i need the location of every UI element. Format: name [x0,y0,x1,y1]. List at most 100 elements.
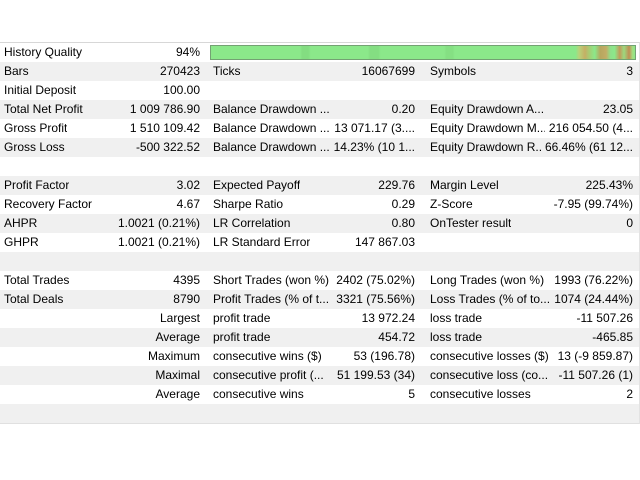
report-row[interactable]: GHPR 1.0021 (0.21%) LR Standard Error 14… [0,233,639,252]
report-row[interactable]: Maximal consecutive profit (... 51 199.5… [0,366,639,385]
metric-label: Balance Drawdown ... [213,102,330,116]
metric-value: 1 510 109.42 [129,121,200,135]
report-cell-pair [421,233,639,252]
report-cell-pair: Margin Level 225.43% [421,176,639,195]
report-cell-pair: OnTester result 0 [421,214,639,233]
report-cell-pair: loss trade -465.85 [421,328,639,347]
metric-label: AHPR [4,216,38,230]
metric-value: 3.02 [176,178,200,192]
report-cell-pair: Initial Deposit 100.00 [0,81,207,100]
report-cell-pair [421,404,639,423]
report-row[interactable]: Total Trades 4395 Short Trades (won %) 2… [0,271,639,290]
metric-label: consecutive losses ($) [430,349,549,363]
report-cell-pair: History Quality 94% [0,43,207,62]
report-row[interactable]: Average profit trade 454.72 loss trade -… [0,328,639,347]
report-cell-pair [0,252,207,271]
report-row[interactable]: Total Deals 8790 Profit Trades (% of t..… [0,290,639,309]
report-row[interactable]: Gross Loss -500 322.52 Balance Drawdown … [0,138,639,157]
metric-value: 1993 (76.22%) [554,273,633,287]
report-cell-pair [0,404,207,423]
report-row[interactable]: Maximum consecutive wins ($) 53 (196.78)… [0,347,639,366]
metric-value: 14.23% (10 1... [333,140,415,154]
metric-value: 2 [626,387,633,401]
report-cell-pair: consecutive wins 5 [207,385,421,404]
report-cell-pair: Short Trades (won %) 2402 (75.02%) [207,271,421,290]
metric-value: 5 [408,387,415,401]
metric-value: Average [155,330,200,344]
metric-value [629,81,633,100]
report-cell-pair [207,252,421,271]
metric-value [196,157,200,176]
report-cell-pair: consecutive loss (co... -11 507.26 (1) [421,366,639,385]
report-cell-pair: profit trade 13 972.24 [207,309,421,328]
report-cell-pair: Average [0,328,207,347]
metric-value: Average [155,387,200,401]
metric-label: OnTester result [430,216,512,230]
report-cell-pair: LR Correlation 0.80 [207,214,421,233]
report-row[interactable] [0,404,639,423]
metric-value: 2402 (75.02%) [336,273,415,287]
report-row[interactable]: Total Net Profit 1 009 786.90 Balance Dr… [0,100,639,119]
metric-value: Maximal [155,368,200,382]
report-cell-pair: LR Standard Error 147 867.03 [207,233,421,252]
report-row[interactable]: Gross Profit 1 510 109.42 Balance Drawdo… [0,119,639,138]
report-cell-pair [0,157,207,176]
metric-label: Sharpe Ratio [213,197,284,211]
metric-label: consecutive losses [430,387,531,401]
metric-label: Bars [4,64,29,78]
metric-value: 13 071.17 (3.... [334,121,415,135]
report-row[interactable] [0,252,639,271]
report-row[interactable]: Largest profit trade 13 972.24 loss trad… [0,309,639,328]
report-row[interactable]: Average consecutive wins 5 consecutive l… [0,385,639,404]
report-cell-pair [207,81,421,100]
metric-value: -500 322.52 [135,140,200,154]
metric-label: Gross Profit [4,121,68,135]
metric-value: 0.29 [391,197,415,211]
metric-label: consecutive loss (co... [430,368,549,382]
metric-value: 53 (196.78) [353,349,415,363]
metric-label: Initial Deposit [4,83,77,97]
metric-value [411,404,415,423]
metric-label: Profit Factor [4,178,70,192]
report-cell-pair: Average [0,385,207,404]
history-quality-bar [210,45,636,60]
report-row[interactable]: Profit Factor 3.02 Expected Payoff 229.7… [0,176,639,195]
metric-label: Z-Score [430,197,473,211]
report-cell-pair: Balance Drawdown ... 14.23% (10 1... [207,138,421,157]
report-row[interactable]: Recovery Factor 4.67 Sharpe Ratio 0.29 Z… [0,195,639,214]
report-cell-pair [421,252,639,271]
metric-value: -11 507.26 [576,311,634,325]
report-cell-pair: Total Trades 4395 [0,271,207,290]
report-cell-pair [421,81,639,100]
metric-label: Gross Loss [4,140,65,154]
metric-value: -465.85 [592,330,633,344]
report-cell-pair: Long Trades (won %) 1993 (76.22%) [421,271,639,290]
history-quality-bar-track [207,43,639,62]
report-cell-pair: Equity Drawdown M... 216 054.50 (4... [421,119,639,138]
metric-label: profit trade [213,330,271,344]
report-row[interactable]: AHPR 1.0021 (0.21%) LR Correlation 0.80 … [0,214,639,233]
metric-value: 1 009 786.90 [129,102,200,116]
report-row[interactable]: Initial Deposit 100.00 [0,81,639,100]
report-cell-pair: consecutive losses 2 [421,385,639,404]
metric-label: Equity Drawdown A... [430,102,545,116]
report-cell-pair [421,157,639,176]
report-row[interactable]: History Quality 94% [0,43,639,62]
metric-value: 13 972.24 [361,311,415,325]
metric-value: 16067699 [361,64,415,78]
metric-value [629,404,633,423]
metric-label: Total Deals [4,292,64,306]
metric-value [629,233,633,252]
metric-value: Maximum [147,349,200,363]
metric-label: Balance Drawdown ... [213,140,330,154]
report-row[interactable] [0,157,639,176]
report-cell-pair: Z-Score -7.95 (99.74%) [421,195,639,214]
metric-value: 225.43% [585,178,633,192]
report-cell-pair [207,157,421,176]
metric-label: consecutive wins ($) [213,349,322,363]
report-row[interactable]: Bars 270423 Ticks 16067699 Symbols 3 [0,62,639,81]
report-cell-pair: consecutive profit (... 51 199.53 (34) [207,366,421,385]
metric-value: 3321 (75.56%) [336,292,415,306]
report-cell-pair: loss trade -11 507.26 [421,309,639,328]
metric-value: 23.05 [602,102,633,116]
